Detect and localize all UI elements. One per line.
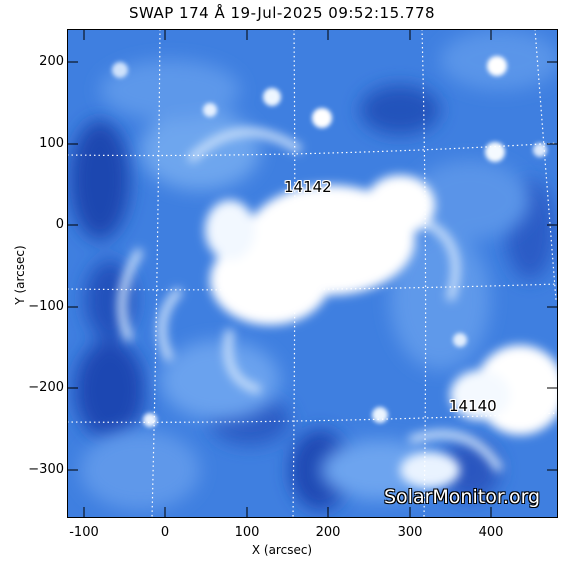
watermark: SolarMonitor.org xyxy=(384,486,541,508)
y-tick-label: 0 xyxy=(55,217,64,232)
y-tick-label: −200 xyxy=(28,380,64,395)
bright-loops xyxy=(118,128,504,473)
active-region-label: 14140 xyxy=(449,397,497,415)
x-tick-label: 400 xyxy=(478,525,504,540)
y-axis-title: Y (arcsec) xyxy=(13,245,27,305)
y-tick-label: −100 xyxy=(28,299,64,314)
image-title: SWAP 174 Å 19-Jul-2025 09:52:15.778 xyxy=(128,4,436,22)
x-tick-label: 0 xyxy=(160,525,170,540)
x-tick-label: 300 xyxy=(397,525,423,540)
x-tick-label: 200 xyxy=(315,525,341,540)
y-ticks xyxy=(67,61,558,471)
active-region-label: 14142 xyxy=(284,178,332,196)
y-tick-label: 200 xyxy=(39,54,64,69)
axes-frame xyxy=(67,29,558,518)
x-tick-label: -100 xyxy=(69,525,99,540)
x-tick-label: 100 xyxy=(234,525,260,540)
y-tick-label: −300 xyxy=(28,462,64,477)
euv-image-content xyxy=(67,29,558,518)
x-axis-title: X (arcsec) xyxy=(251,543,313,557)
x-ticks xyxy=(83,29,492,518)
coordinate-grid xyxy=(67,29,558,518)
active-region-cores xyxy=(205,175,558,488)
y-tick-label: 100 xyxy=(39,136,64,151)
bright-points xyxy=(112,56,547,427)
